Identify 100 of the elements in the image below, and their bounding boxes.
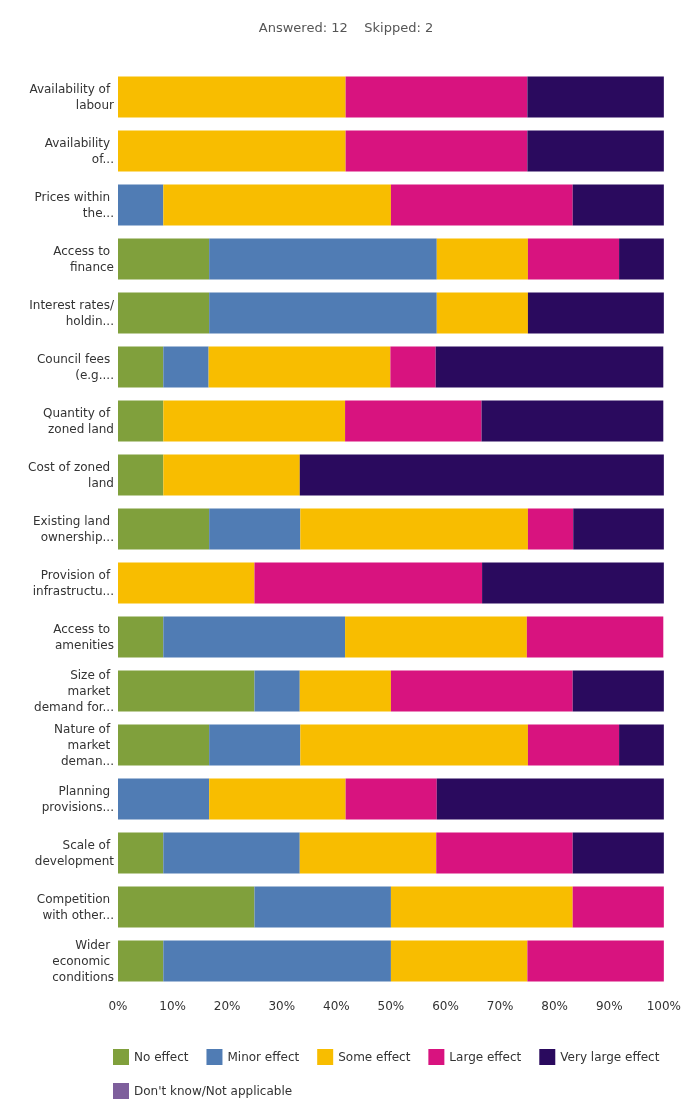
x-tick-label: 40% <box>323 999 350 1013</box>
bar <box>118 238 210 280</box>
bar <box>572 670 664 712</box>
x-tick-label: 90% <box>595 999 623 1013</box>
bar <box>209 778 346 820</box>
x-tick-label: 20% <box>213 999 241 1013</box>
y-tick-label: Size of market demand for... <box>34 668 114 714</box>
bar <box>118 184 164 226</box>
bar <box>208 346 391 388</box>
bar <box>118 724 210 766</box>
bar <box>209 508 301 550</box>
bar <box>299 670 391 712</box>
y-tick-label: Access to amenities <box>53 622 114 652</box>
bar <box>345 76 528 118</box>
legend-label: Some effect <box>338 1050 411 1064</box>
bar <box>299 832 437 874</box>
y-tick-label: Access to finance <box>53 244 114 274</box>
bar <box>254 886 391 928</box>
bar <box>527 76 664 118</box>
bar <box>209 724 301 766</box>
bar <box>390 346 436 388</box>
bar <box>118 76 346 118</box>
bar <box>118 454 164 496</box>
bar <box>163 184 391 226</box>
bar <box>254 562 483 604</box>
bar <box>527 724 620 766</box>
y-tick-label: Availability of labour <box>29 82 115 112</box>
y-tick-label: Availability of... <box>44 136 114 166</box>
legend-label: No effect <box>134 1050 189 1064</box>
bar <box>527 292 664 334</box>
bar <box>436 238 528 280</box>
bar <box>209 238 437 280</box>
y-tick-label: Nature of market deman... <box>54 722 114 768</box>
bar <box>527 508 574 550</box>
y-tick-label: Council fees (e.g.... <box>36 352 114 382</box>
bar <box>390 184 573 226</box>
x-tick-label: 80% <box>541 999 569 1013</box>
bar <box>118 616 164 658</box>
bar <box>572 886 664 928</box>
bar <box>118 778 210 820</box>
bar <box>345 400 482 442</box>
legend-label: Very large effect <box>560 1050 660 1064</box>
bar <box>118 670 255 712</box>
bar <box>435 346 664 388</box>
x-tick-label: 30% <box>268 999 296 1013</box>
legend-label: Don't know/Not applicable <box>134 1084 293 1098</box>
bar <box>118 130 346 172</box>
y-tick-label: Quantity of zoned land <box>42 406 114 436</box>
x-tick-label: 50% <box>377 999 405 1013</box>
bar <box>572 832 664 874</box>
legend-label: Minor effect <box>227 1050 300 1064</box>
x-tick-label: 100% <box>646 999 681 1013</box>
bar <box>300 724 528 766</box>
bar <box>390 670 573 712</box>
bar <box>254 670 300 712</box>
bar <box>163 940 391 982</box>
bar <box>118 940 164 982</box>
y-tick-label: Cost of zoned land <box>28 460 114 490</box>
bar <box>163 400 346 442</box>
y-tick-label: Interest rates/holdin... <box>29 298 115 328</box>
x-tick-label: 70% <box>486 999 514 1013</box>
bar <box>118 292 210 334</box>
bar <box>118 886 255 928</box>
y-tick-label: Provision of infrastructu... <box>32 568 114 598</box>
bar <box>345 130 528 172</box>
bar <box>527 130 664 172</box>
bar <box>299 454 664 496</box>
bar <box>118 508 210 550</box>
bar <box>118 400 164 442</box>
y-tick-label: Prices within the... <box>34 190 114 220</box>
bar <box>163 616 346 658</box>
bar <box>573 508 664 550</box>
legend-label: Large effect <box>449 1050 522 1064</box>
bar <box>527 940 664 982</box>
bar <box>481 400 664 442</box>
bar <box>163 832 300 874</box>
bar <box>482 562 664 604</box>
bar <box>163 346 209 388</box>
y-tick-label: Wider economic conditions <box>52 938 114 984</box>
bar <box>527 238 620 280</box>
y-tick-label: Existing land ownership... <box>32 514 114 544</box>
bar <box>526 616 664 658</box>
bar <box>390 886 573 928</box>
x-tick-label: 10% <box>159 999 186 1013</box>
y-tick-label: Scale of development <box>34 838 115 868</box>
bar <box>118 562 255 604</box>
bar <box>390 940 528 982</box>
bar <box>572 184 664 226</box>
chart-title: Answered: 12 Skipped: 2 <box>258 20 434 35</box>
bar <box>209 292 437 334</box>
bar <box>118 346 164 388</box>
x-tick-label: 60% <box>432 999 459 1013</box>
bar <box>436 832 573 874</box>
bar <box>436 292 528 334</box>
bar <box>436 778 664 820</box>
y-tick-label: Planning provisions... <box>41 784 114 814</box>
bar <box>345 616 527 658</box>
x-tick-label: 0% <box>108 999 128 1013</box>
bar <box>300 508 528 550</box>
bar <box>345 778 437 820</box>
